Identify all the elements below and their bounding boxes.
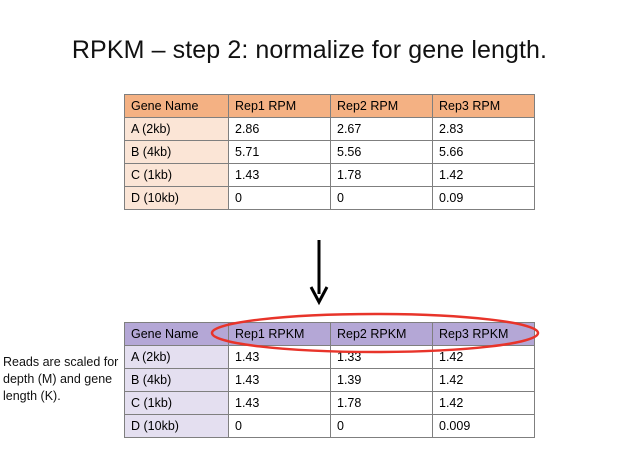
value-cell: 0 — [330, 414, 433, 438]
value-cell: 0 — [330, 186, 433, 210]
gene-name-cell: B (4kb) — [124, 368, 229, 392]
value-cell: 1.78 — [330, 163, 433, 187]
table-row: D (10kb) 0 0 0.009 — [124, 414, 535, 438]
value-cell: 0 — [228, 414, 331, 438]
value-cell: 1.42 — [432, 163, 535, 187]
col-header-gene-name: Gene Name — [124, 94, 229, 118]
value-cell: 1.42 — [432, 345, 535, 369]
rpkm-table-header-row: Gene Name Rep1 RPKM Rep2 RPKM Rep3 RPKM — [124, 322, 535, 346]
value-cell: 1.43 — [228, 368, 331, 392]
col-header-rep3: Rep3 RPM — [432, 94, 535, 118]
down-arrow-icon — [309, 240, 329, 306]
value-cell: 0.009 — [432, 414, 535, 438]
col-header-rep2: Rep2 RPM — [330, 94, 433, 118]
table-row: A (2kb) 1.43 1.33 1.42 — [124, 345, 535, 369]
side-note: Reads are scaled for depth (M) and gene … — [3, 355, 119, 403]
table-row: A (2kb) 2.86 2.67 2.83 — [124, 117, 535, 141]
value-cell: 5.66 — [432, 140, 535, 164]
rpm-table: Gene Name Rep1 RPM Rep2 RPM Rep3 RPM A (… — [124, 94, 535, 210]
value-cell: 5.71 — [228, 140, 331, 164]
value-cell: 1.43 — [228, 391, 331, 415]
gene-name-cell: B (4kb) — [124, 140, 229, 164]
value-cell: 1.33 — [330, 345, 433, 369]
value-cell: 1.42 — [432, 391, 535, 415]
gene-name-cell: C (1kb) — [124, 391, 229, 415]
col-header-rep3: Rep3 RPKM — [432, 322, 535, 346]
col-header-rep1: Rep1 RPM — [228, 94, 331, 118]
col-header-rep1: Rep1 RPKM — [228, 322, 331, 346]
gene-name-cell: C (1kb) — [124, 163, 229, 187]
table-row: B (4kb) 5.71 5.56 5.66 — [124, 140, 535, 164]
value-cell: 0.09 — [432, 186, 535, 210]
table-row: C (1kb) 1.43 1.78 1.42 — [124, 163, 535, 187]
gene-name-cell: A (2kb) — [124, 345, 229, 369]
gene-name-cell: D (10kb) — [124, 414, 229, 438]
table-row: D (10kb) 0 0 0.09 — [124, 186, 535, 210]
value-cell: 1.42 — [432, 368, 535, 392]
value-cell: 1.78 — [330, 391, 433, 415]
col-header-gene-name: Gene Name — [124, 322, 229, 346]
col-header-rep2: Rep2 RPKM — [330, 322, 433, 346]
value-cell: 2.86 — [228, 117, 331, 141]
value-cell: 1.43 — [228, 345, 331, 369]
rpm-table-header-row: Gene Name Rep1 RPM Rep2 RPM Rep3 RPM — [124, 94, 535, 118]
rpkm-table: Gene Name Rep1 RPKM Rep2 RPKM Rep3 RPKM … — [124, 322, 535, 438]
gene-name-cell: A (2kb) — [124, 117, 229, 141]
table-row: C (1kb) 1.43 1.78 1.42 — [124, 391, 535, 415]
value-cell: 2.83 — [432, 117, 535, 141]
table-row: B (4kb) 1.43 1.39 1.42 — [124, 368, 535, 392]
value-cell: 5.56 — [330, 140, 433, 164]
gene-name-cell: D (10kb) — [124, 186, 229, 210]
value-cell: 2.67 — [330, 117, 433, 141]
value-cell: 1.39 — [330, 368, 433, 392]
slide-title: RPKM – step 2: normalize for gene length… — [71, 36, 548, 64]
value-cell: 1.43 — [228, 163, 331, 187]
value-cell: 0 — [228, 186, 331, 210]
